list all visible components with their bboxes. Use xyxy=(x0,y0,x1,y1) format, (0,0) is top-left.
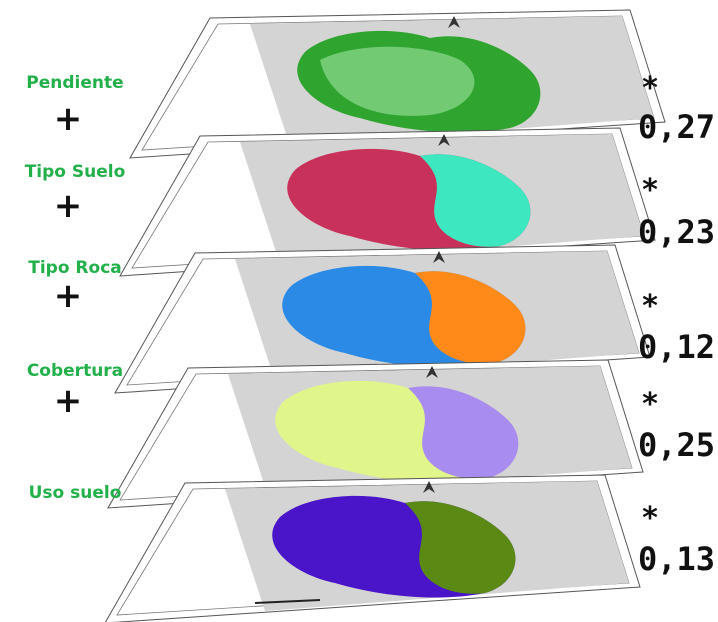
plus-operator: + xyxy=(54,276,83,316)
multiply-operator: * xyxy=(641,387,659,422)
plus-operator: + xyxy=(54,186,83,226)
layer-label: Tipo Suelo xyxy=(25,162,126,182)
plus-operator: + xyxy=(54,381,83,421)
weight: 0,23 xyxy=(638,213,715,251)
layer-label: Cobertura xyxy=(27,361,123,381)
map-layer xyxy=(105,475,640,622)
multiply-operator: * xyxy=(641,71,659,106)
multiply-operator: * xyxy=(641,173,659,208)
layer-label: Tipo Roca xyxy=(28,258,122,278)
weight: 0,12 xyxy=(638,328,715,366)
layer-label: Uso suelo xyxy=(29,483,122,503)
weight: 0,13 xyxy=(638,540,715,578)
weight: 0,27 xyxy=(638,108,715,146)
layer-label: Pendiente xyxy=(26,73,123,93)
multiply-operator: * xyxy=(641,501,659,536)
multiply-operator: * xyxy=(641,289,659,324)
diagram: Pendiente+*0,27Tipo Suelo+*0,23Tipo Roca… xyxy=(0,0,718,622)
weight: 0,25 xyxy=(638,426,715,464)
plus-operator: + xyxy=(54,99,83,139)
